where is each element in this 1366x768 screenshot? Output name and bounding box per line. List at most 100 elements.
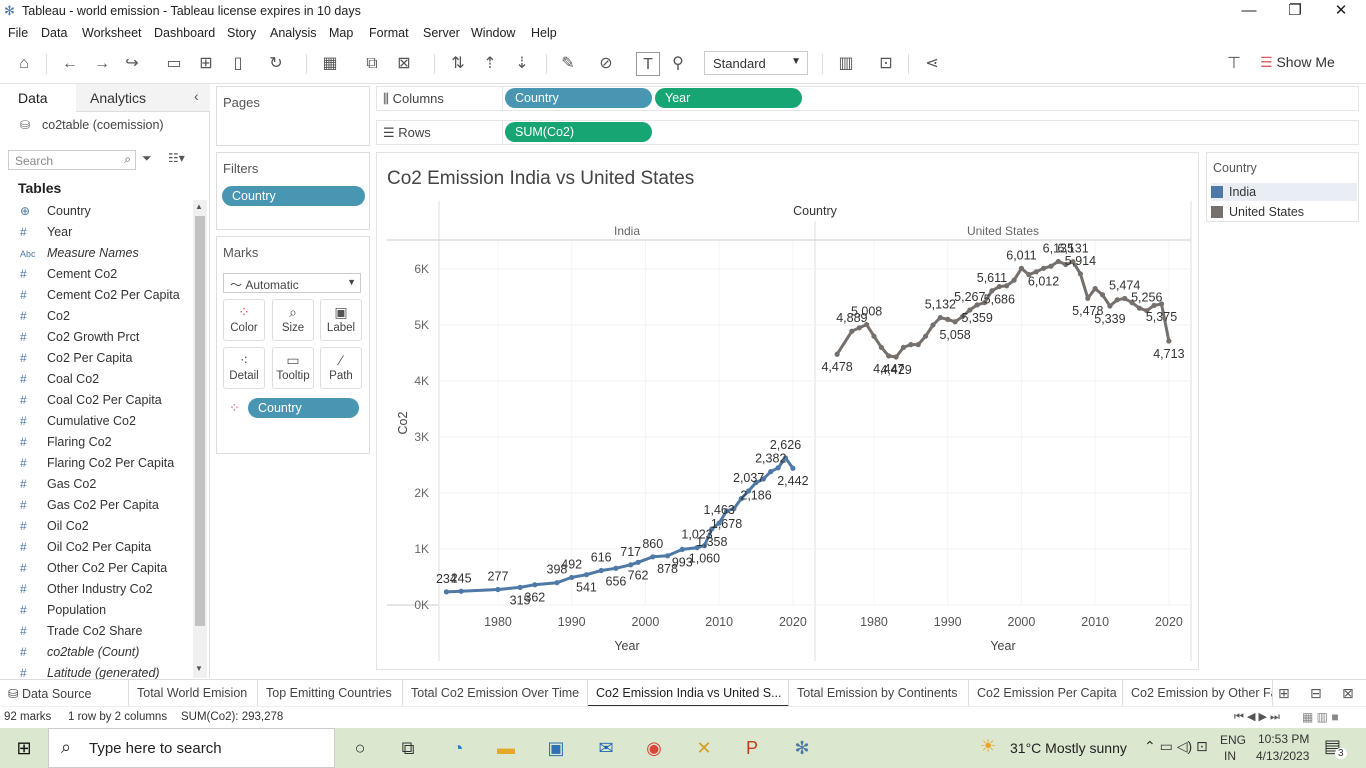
show-cards-icon[interactable]: ▥ [838,55,854,72]
legend-item-united-states[interactable]: United States [1211,203,1357,221]
scrollbar[interactable]: ▲ ▼ [193,200,207,678]
format-painter-icon[interactable]: ⊤ [1227,55,1241,72]
scroll-down-icon[interactable]: ▼ [195,664,203,673]
fit-select[interactable]: Standard ▼ [704,51,808,75]
scroll-up-icon[interactable]: ▲ [195,202,203,211]
data-label: 860 [642,537,663,551]
menu-story[interactable]: Story [227,26,257,40]
clock-date[interactable]: 4/13/2023 [1256,749,1310,763]
restore-icon[interactable]: ❐ [1288,2,1302,19]
mark-type-select[interactable]: 〜 Automatic ▼ [223,273,361,293]
save-icon[interactable]: ▭ [166,55,182,72]
sheet-tab[interactable]: Top Emitting Countries [258,680,403,707]
grid-view-icons[interactable]: ▦ ▥ ■ [1302,710,1339,724]
tray-icons[interactable]: ⌃ ▭ ◁) ⊡ [1144,738,1208,754]
sort-asc-icon[interactable]: ⇡ [483,55,497,72]
lang-top[interactable]: ENG [1220,733,1247,747]
taskbar-search[interactable]: ⌕ Type here to search [48,728,335,768]
menu-help[interactable]: Help [531,26,557,40]
edge-icon[interactable]: ◔ [452,738,464,758]
menu-server[interactable]: Server [423,26,460,40]
view-options-icon[interactable]: ☷▾ [168,151,185,165]
lang-bottom[interactable]: IN [1224,749,1236,763]
new-datasource-icon[interactable]: ⊞ [199,55,213,72]
data-point [790,465,796,471]
search-input[interactable]: Search ⌕ [8,150,136,170]
marks-pill-country[interactable]: Country [248,398,359,418]
replay-icon[interactable]: ↪ [125,55,139,72]
filter-pill-country[interactable]: Country [222,186,365,206]
sheet-tab[interactable]: Total Emission by Continents [789,680,969,707]
weather-text[interactable]: 31°C Mostly sunny [1010,740,1127,756]
close-icon[interactable]: ✕ [1334,2,1348,19]
minimize-icon[interactable]: — [1241,2,1257,19]
share-icon[interactable]: ⋖ [925,55,939,72]
label-button[interactable]: ▣ Label [320,299,362,341]
new-worksheet-icon[interactable]: ▦ [322,55,338,72]
swap-icon[interactable]: ⇅ [451,55,465,72]
pin-icon[interactable]: ⚲ [672,55,684,72]
presentation-icon[interactable]: ⊡ [879,55,893,72]
data-label: 993 [672,555,693,569]
app-icon[interactable]: ✕ [696,738,712,758]
legend-item-india[interactable]: India [1211,183,1357,201]
undo-icon[interactable]: ← [62,55,78,72]
powerpoint-icon[interactable]: P [745,738,758,758]
tableau-taskbar-icon[interactable]: ✻ [794,738,810,758]
menu-window[interactable]: Window [471,26,516,40]
sheet-tab[interactable]: Total World Emision [129,680,258,707]
tooltip-button[interactable]: ▭ Tooltip [272,347,314,389]
cortana-icon[interactable]: ○ [354,738,366,758]
tab-analytics[interactable]: Analytics [90,90,147,106]
tab-data[interactable]: Data [18,90,48,106]
store-icon[interactable]: ▣ [547,738,565,758]
sheet-tab[interactable]: Total Co2 Emission Over Time [403,680,588,707]
file-explorer-icon[interactable]: ▬ [497,738,515,758]
tab-data-source[interactable]: ⛁ Data Source [0,680,129,707]
detail-button[interactable]: ⁖ Detail [223,347,265,389]
rows-pill-sum-co2[interactable]: SUM(Co2) [505,122,652,142]
new-dashboard-icon[interactable]: ⊟ [1310,685,1322,701]
menu-map[interactable]: Map [329,26,354,40]
clock-time[interactable]: 10:53 PM [1258,732,1310,746]
menu-data[interactable]: Data [41,26,68,40]
group-icon[interactable]: ⊘ [599,55,613,72]
size-button[interactable]: ⌕ Size [272,299,314,341]
mail-icon[interactable]: ✉ [598,738,614,758]
filter-icon[interactable]: ⏷ [142,151,152,165]
menu-format[interactable]: Format [369,26,409,40]
columns-pill-country[interactable]: Country [505,88,652,108]
line-chart[interactable]: Country 0K 1K 2K 3K 4K 5K 6K Co2 India 1980 1990 200… [377,153,1200,671]
new-story-icon[interactable]: ⊠ [1342,685,1354,701]
menu-file[interactable]: File [8,26,29,40]
menu-analysis[interactable]: Analysis [270,26,317,40]
show-me-button[interactable]: ☰ Show Me [1260,54,1335,71]
rows-shelf[interactable]: ☰ Rows SUM(Co2) [376,120,1359,145]
sort-desc-icon[interactable]: ⇣ [515,55,529,72]
clear-sheet-icon[interactable]: ⊠ [397,55,411,72]
highlight-icon[interactable]: ✎ [561,55,575,72]
windows-start-icon[interactable]: ⊞ [16,738,32,758]
refresh-icon[interactable]: ↻ [269,55,283,72]
path-button[interactable]: ∕ Path [320,347,362,389]
sheet-tab[interactable]: Co2 Emission Per Capita [969,680,1123,707]
collapse-icon[interactable]: ‹ [194,88,199,104]
duplicate-icon[interactable]: ⧉ [366,55,378,72]
columns-pill-year[interactable]: Year [655,88,802,108]
menu-worksheet[interactable]: Worksheet [82,26,142,40]
chrome-icon[interactable]: ◉ [646,738,662,758]
color-button[interactable]: ⁘ Color [223,299,265,341]
sheet-tab[interactable]: Co2 Emission India vs United S... [588,680,789,707]
home-icon[interactable]: ⌂ [19,55,29,72]
scrollbar-thumb[interactable] [195,216,205,626]
columns-shelf[interactable]: ⫼ Columns Country Year [376,86,1359,111]
redo-icon[interactable]: → [94,55,110,72]
new-worksheet-icon[interactable]: ⊞ [1278,685,1290,701]
sheet-tab[interactable]: Co2 Emission by Other Fa [1123,680,1273,707]
datasource-name[interactable]: co2table (coemission) [42,118,164,132]
show-labels-icon[interactable]: T [636,52,660,76]
task-view-icon[interactable]: ⧉ [401,738,415,758]
pause-updates-icon[interactable]: ▯ [233,55,243,72]
sheet-nav-icons[interactable]: ⏮ ◀ ▶ ⏭ [1234,711,1280,723]
menu-dashboard[interactable]: Dashboard [154,26,216,40]
